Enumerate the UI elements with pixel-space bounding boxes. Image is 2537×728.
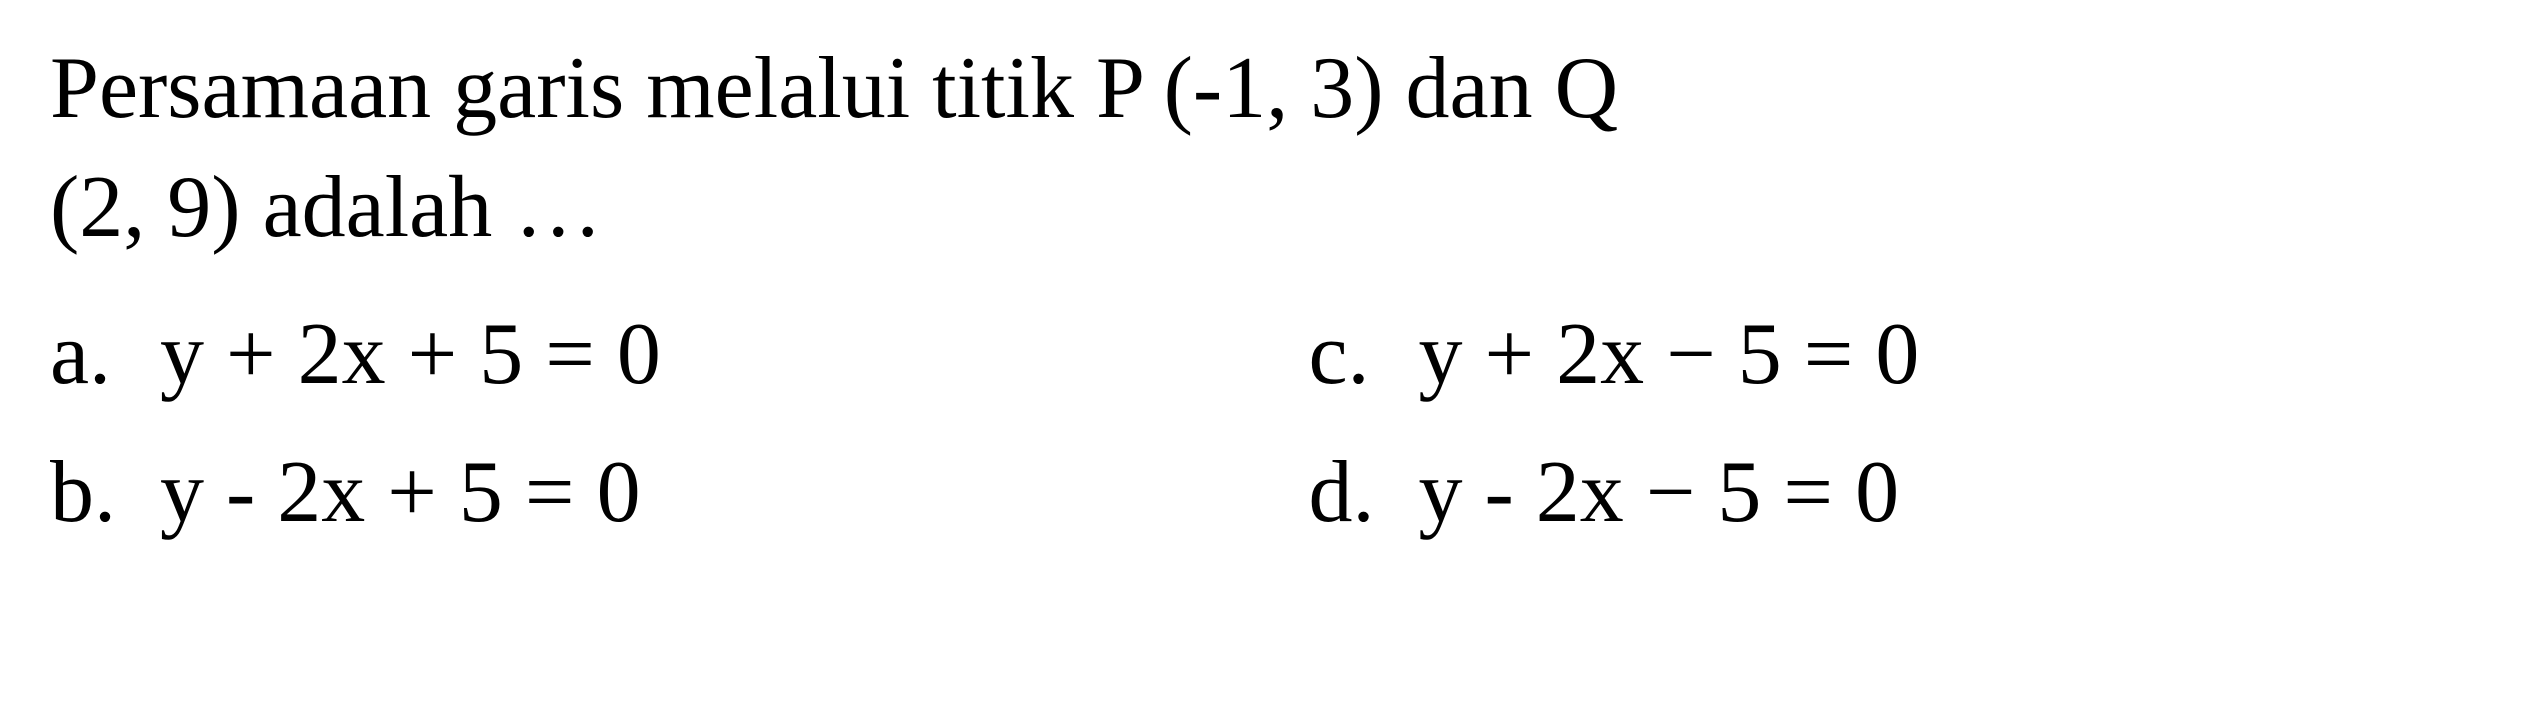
option-a: a. y + 2x + 5 = 0 xyxy=(50,293,1229,416)
question-text: Persamaan garis melalui titik P (-1, 3) … xyxy=(50,30,2487,268)
option-d-letter: d. xyxy=(1309,431,1419,554)
option-a-letter: a. xyxy=(50,293,160,416)
option-d-text: y - 2x − 5 = 0 xyxy=(1419,431,1900,554)
options-grid: a. y + 2x + 5 = 0 c. y + 2x − 5 = 0 b. y… xyxy=(50,293,2487,554)
option-c-text: y + 2x − 5 = 0 xyxy=(1419,293,1920,416)
question-container: Persamaan garis melalui titik P (-1, 3) … xyxy=(50,30,2487,554)
option-c-letter: c. xyxy=(1309,293,1419,416)
question-line-1: Persamaan garis melalui titik P (-1, 3) … xyxy=(50,40,1618,137)
option-c: c. y + 2x − 5 = 0 xyxy=(1309,293,2488,416)
question-line-2: (2, 9) adalah … xyxy=(50,159,602,256)
option-b: b. y - 2x + 5 = 0 xyxy=(50,431,1229,554)
option-a-text: y + 2x + 5 = 0 xyxy=(160,293,661,416)
option-b-text: y - 2x + 5 = 0 xyxy=(160,431,641,554)
option-d: d. y - 2x − 5 = 0 xyxy=(1309,431,2488,554)
option-b-letter: b. xyxy=(50,431,160,554)
